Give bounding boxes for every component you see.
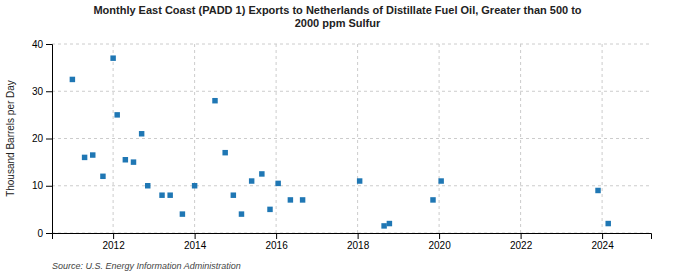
x-tick: 2020 xyxy=(428,233,451,251)
point xyxy=(145,183,150,188)
y-tick: 40 xyxy=(32,39,52,50)
point xyxy=(131,159,136,164)
point xyxy=(357,178,362,183)
point xyxy=(110,55,115,60)
grid-line-x xyxy=(602,44,603,233)
grid-line-x xyxy=(276,44,277,233)
x-tick-mark xyxy=(521,233,522,239)
y-tick-mark xyxy=(46,139,52,140)
x-tick-mark xyxy=(358,233,359,239)
y-axis: 0 10 20 30 40 xyxy=(32,39,53,239)
x-tick-label: 2014 xyxy=(184,240,207,251)
y-tick-label: 30 xyxy=(32,86,44,97)
point xyxy=(180,211,185,216)
plot-area: 2012 2014 2016 2018 2020 2022 2024 0 10 20 30 40 xyxy=(32,39,652,251)
y-tick-mark xyxy=(46,186,52,187)
point xyxy=(123,157,128,162)
grid-line-y xyxy=(52,138,651,139)
x-tick-label: 2020 xyxy=(428,240,451,251)
x-tick-mark xyxy=(602,233,603,239)
point xyxy=(90,152,95,157)
title-line: 2000 ppm Sulfur xyxy=(295,17,381,29)
marks xyxy=(70,55,611,228)
point xyxy=(100,174,105,179)
point xyxy=(239,211,244,216)
point xyxy=(159,192,164,197)
point xyxy=(381,223,386,228)
y-tick-label: 40 xyxy=(32,39,44,50)
point xyxy=(605,221,610,226)
y-tick: 0 xyxy=(37,228,52,239)
y-tick-label: 10 xyxy=(32,180,44,191)
point xyxy=(231,192,236,197)
grid-line-x xyxy=(357,44,358,233)
x-axis: 2012 2014 2016 2018 2020 2022 2024 xyxy=(53,233,652,251)
x-tick: 2024 xyxy=(591,233,614,251)
point xyxy=(288,197,293,202)
point xyxy=(387,221,392,226)
chart-svg: Monthly East Coast (PADD 1) Exports to N… xyxy=(0,0,675,275)
y-tick-mark xyxy=(46,44,52,45)
x-tick-label: 2024 xyxy=(591,240,614,251)
x-tick-label: 2022 xyxy=(510,240,533,251)
x-tick: 2016 xyxy=(265,233,288,251)
point xyxy=(82,155,87,160)
x-tick: 2012 xyxy=(102,233,125,251)
x-tick-mark xyxy=(113,233,114,239)
point xyxy=(139,131,144,136)
point xyxy=(70,77,75,82)
x-tick-label: 2018 xyxy=(347,240,370,251)
grid-line-y xyxy=(52,44,651,45)
x-tick-label: 2016 xyxy=(265,240,288,251)
x-tick: 2018 xyxy=(347,233,370,251)
chart-container: Monthly East Coast (PADD 1) Exports to N… xyxy=(0,0,675,275)
point xyxy=(222,150,227,155)
y-axis-title: Thousand Barrels per Day xyxy=(5,80,16,197)
point xyxy=(249,178,254,183)
x-tick: 2014 xyxy=(184,233,207,251)
y-axis-line xyxy=(46,45,53,234)
grid-line-x xyxy=(194,44,195,233)
point xyxy=(114,112,119,117)
point xyxy=(267,207,272,212)
y-tick-mark xyxy=(46,233,52,234)
point xyxy=(192,183,197,188)
y-tick: 10 xyxy=(32,180,52,191)
x-axis-line xyxy=(53,234,652,240)
point xyxy=(259,171,264,176)
point xyxy=(212,98,217,103)
grid-line-x xyxy=(439,44,440,233)
grid-line-x xyxy=(520,44,521,233)
x-tick-mark xyxy=(439,233,440,239)
y-tick-label: 0 xyxy=(37,228,43,239)
grid-line-y xyxy=(52,185,651,186)
point xyxy=(300,197,305,202)
point xyxy=(430,197,435,202)
title: Monthly East Coast (PADD 1) Exports to N… xyxy=(93,4,581,29)
y-tick: 30 xyxy=(32,86,52,97)
point xyxy=(438,178,443,183)
grid-line-x xyxy=(113,44,114,233)
source: Source: U.S. Energy Information Administ… xyxy=(52,261,241,271)
title-line: Monthly East Coast (PADD 1) Exports to N… xyxy=(93,4,581,16)
point xyxy=(595,188,600,193)
y-tick: 20 xyxy=(32,133,52,144)
point xyxy=(167,192,172,197)
x-tick-label: 2012 xyxy=(102,240,125,251)
y-tick-mark xyxy=(46,91,52,92)
x-tick: 2022 xyxy=(510,233,533,251)
x-tick-mark xyxy=(276,233,277,239)
point xyxy=(275,181,280,186)
grid-line-y xyxy=(52,91,651,92)
x-tick-mark xyxy=(195,233,196,239)
y-tick-label: 20 xyxy=(32,133,44,144)
grid xyxy=(52,44,651,233)
